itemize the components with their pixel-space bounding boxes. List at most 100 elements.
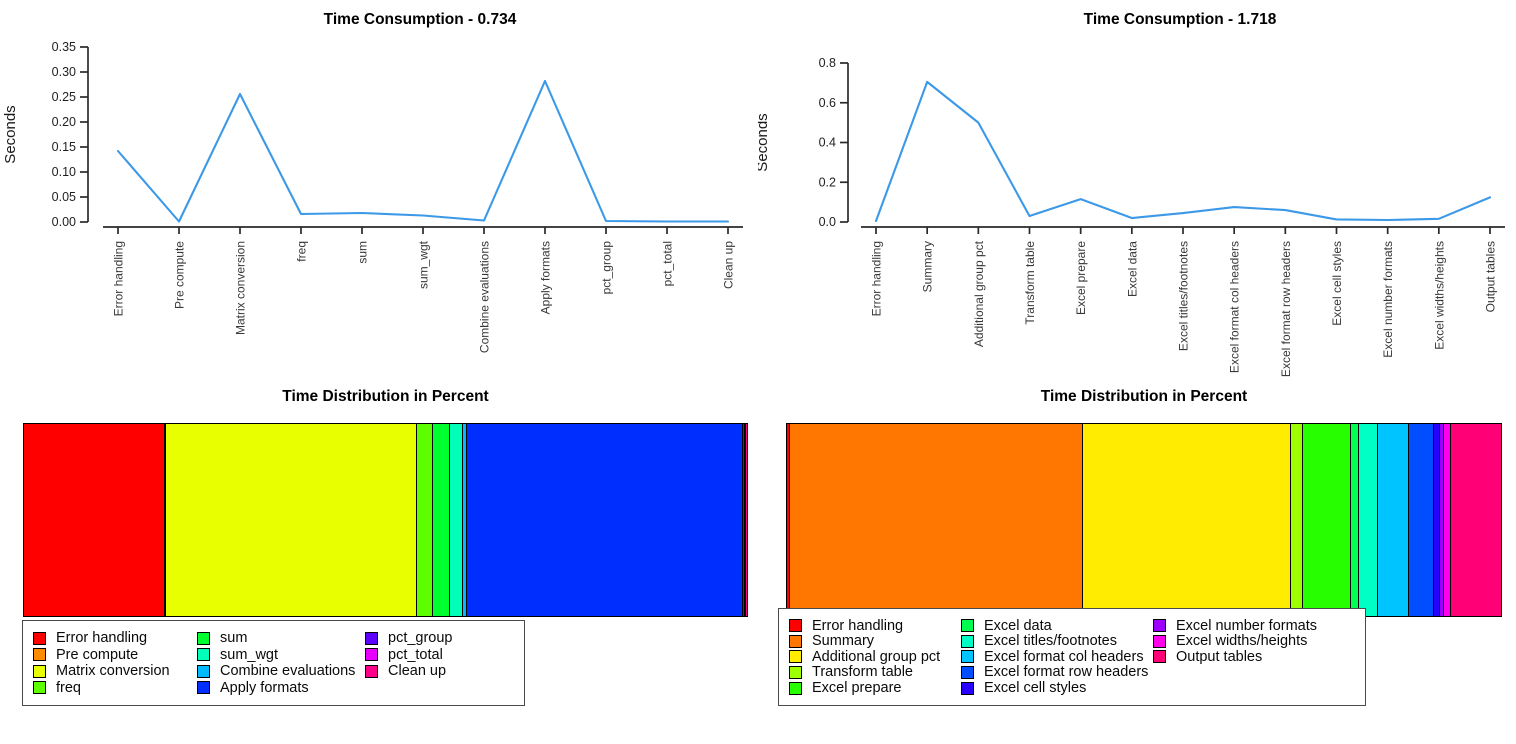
y-tick-label: 0.05: [52, 190, 76, 204]
x-tick-label: Apply formats: [539, 241, 553, 314]
legend-item: sum: [197, 630, 365, 647]
panel-time-consumption-left: Time Consumption - 0.734 0.00 0.05 0.10 0.1…: [0, 0, 758, 380]
legend-swatch: [197, 631, 210, 645]
legend-item: Excel titles/footnotes: [961, 634, 1153, 650]
legend-swatch: [365, 648, 378, 662]
x-tick-label: Output tables: [1484, 241, 1498, 312]
legend-item: Error handling: [789, 618, 961, 634]
bar-segment: [789, 424, 1082, 616]
x-tick-label: pct_group: [600, 241, 614, 295]
plot-area: 0.0 0.2 0.4 0.6 0.8 Seconds Error handling Summ…: [758, 56, 1505, 377]
legend-item: Combine evaluations: [197, 663, 365, 680]
legend-item: Excel widths/heights: [1153, 634, 1355, 650]
bar-segment: [1443, 424, 1450, 616]
legend-swatch: [33, 631, 46, 645]
x-tick-label: sum: [356, 241, 370, 264]
legend-item: Transform table: [789, 665, 961, 681]
legend-label: Excel cell styles: [984, 679, 1087, 696]
x-tick-label: Excel data: [1125, 241, 1139, 297]
legend-swatch: [789, 619, 802, 633]
legend-swatch: [961, 634, 974, 648]
x-tick-label: Excel prepare: [1074, 241, 1088, 315]
legend-swatch: [1153, 619, 1166, 633]
x-tick-label: Excel format col headers: [1228, 241, 1242, 373]
legend-item: Excel cell styles: [961, 680, 1153, 696]
legend-item: Output tables: [1153, 649, 1355, 665]
y-tick-label: 0.20: [52, 115, 76, 129]
y-tick-label: 0.15: [52, 140, 76, 154]
line-chart-time-consumption-left: Time Consumption - 0.734 0.00 0.05 0.10 0.1…: [2, 11, 743, 353]
x-tick-label: Summary: [921, 241, 935, 292]
chart-title: Time Distribution in Percent: [282, 388, 489, 405]
x-tick-label: Excel number formats: [1381, 241, 1395, 358]
x-tick-label: Excel widths/heights: [1432, 241, 1446, 350]
legend-item: Clean up: [365, 663, 514, 680]
bar-segment: [1358, 424, 1377, 616]
y-tick-label: 0.4: [819, 136, 836, 150]
legend-swatch: [789, 650, 802, 664]
bar-segment: [24, 424, 164, 616]
legend-swatch: [961, 650, 974, 664]
legend-label: Excel number formats: [1176, 617, 1318, 634]
chart-title: Time Consumption - 0.734: [324, 11, 517, 28]
legend-label: Excel format col headers: [984, 648, 1144, 665]
y-tick-label: 0.00: [52, 215, 76, 229]
y-axis-title: Seconds: [2, 105, 19, 163]
bar-segment: [1438, 424, 1444, 616]
legend-label: Excel prepare: [812, 679, 902, 696]
y-tick-label: 0.2: [819, 175, 836, 189]
bar-segment: [745, 424, 747, 616]
legend-item: Excel format col headers: [961, 649, 1153, 665]
bar-segment: [1081, 424, 1290, 616]
legend-item: Excel number formats: [1153, 618, 1355, 634]
legend-swatch: [33, 681, 46, 695]
legend-swatch: [961, 666, 974, 680]
y-tick-label: 0.6: [819, 96, 836, 110]
bar-segment: [163, 424, 165, 616]
bar-segment: [741, 424, 745, 616]
plot-area: 0.00 0.05 0.10 0.15 0.20 0.25 0.30 0.35 Seconds E…: [2, 40, 743, 353]
legend-swatch: [197, 648, 210, 662]
legend-label: Excel data: [984, 617, 1052, 634]
chart-title: Time Distribution in Percent: [1040, 388, 1248, 405]
data-line: [116, 79, 730, 223]
bar-segment: [449, 424, 463, 616]
bar-segment: [415, 424, 432, 616]
y-tick-label: 0.25: [52, 90, 76, 104]
legend-item: pct_total: [365, 647, 514, 664]
legend-label: Excel format row headers: [984, 664, 1149, 681]
bar-segment: [164, 424, 416, 616]
legend-swatch: [1153, 650, 1166, 664]
bar-segment: [787, 424, 790, 616]
legend-item: Apply formats: [197, 680, 365, 697]
line-chart-time-consumption-right: Time Consumption - 1.718 0.0 0.2 0.4 0.6 0.8…: [758, 11, 1505, 377]
stacked-bar: [23, 423, 748, 617]
legend-label: Error handling: [812, 617, 904, 634]
x-tick-label: freq: [295, 241, 309, 262]
legend-swatch: [33, 648, 46, 662]
legend-item: Pre compute: [33, 647, 197, 664]
legend-swatch: [197, 664, 210, 678]
legend-label: Transform table: [812, 664, 913, 681]
legend-label: Combine evaluations: [220, 663, 356, 679]
stacked-bar: [786, 423, 1502, 617]
x-tick-label: Error handling: [870, 241, 884, 316]
legend-label: Excel widths/heights: [1176, 633, 1308, 650]
bar-segment: [465, 424, 742, 616]
y-tick-label: 0.0: [819, 215, 836, 229]
bar-segment: [462, 424, 466, 616]
legend-swatch: [961, 619, 974, 633]
legend-swatch: [789, 681, 802, 695]
legend-label: pct_total: [388, 646, 443, 663]
x-tick-label: Excel format row headers: [1279, 241, 1293, 377]
x-tick-label: Excel cell styles: [1330, 241, 1344, 326]
legend-swatch: [789, 634, 802, 648]
legend-item: Matrix conversion: [33, 663, 197, 680]
legend-item: Excel data: [961, 618, 1153, 634]
legend-label: Matrix conversion: [56, 663, 170, 679]
legend-box: Error handling Pre compute Matrix conversi…: [22, 620, 525, 706]
legend-swatch: [365, 631, 378, 645]
bar-segment: [1301, 424, 1350, 616]
x-tick-label: pct_total: [661, 241, 675, 286]
